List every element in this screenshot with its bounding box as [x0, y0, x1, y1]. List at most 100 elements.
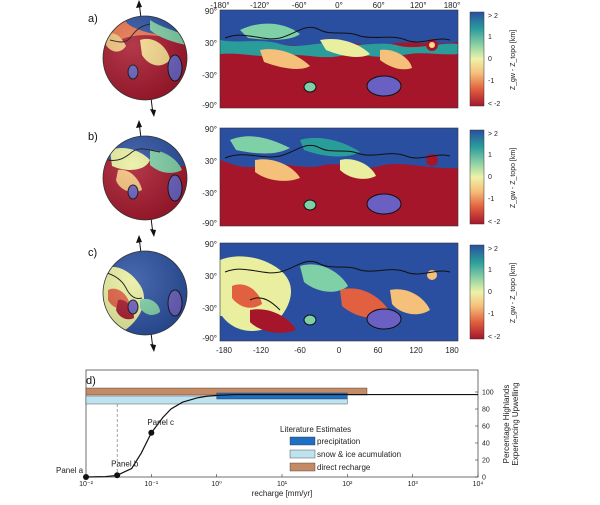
svg-text:120: 120 [409, 346, 423, 355]
svg-text:> 2: > 2 [488, 246, 498, 253]
svg-text:180: 180 [445, 346, 459, 355]
svg-text:0°: 0° [335, 1, 343, 10]
svg-text:-1: -1 [488, 196, 494, 203]
svg-text:-90°: -90° [202, 334, 217, 343]
x-tick-label: 10¹ [277, 481, 288, 488]
y-tick-label: 60 [482, 424, 490, 431]
svg-text:< -2: < -2 [488, 101, 500, 108]
map-c [219, 242, 459, 342]
point-label-panel-c: Panel c [147, 418, 174, 427]
y-tick-label: 20 [482, 458, 490, 465]
svg-text:-30°: -30° [202, 189, 217, 198]
y-tick-label: 40 [482, 441, 490, 448]
colorbar-b: > 2 1 0 -1 < -2 Z_gw - Z_topo [km] [469, 129, 517, 226]
svg-text:60°: 60° [373, 1, 385, 10]
svg-text:120°: 120° [410, 1, 427, 10]
panel-d-legend: Literature Estimates precipitation snow … [280, 425, 401, 472]
svg-text:Z_gw - Z_topo [km]: Z_gw - Z_topo [km] [510, 148, 517, 208]
panel-d-curve [85, 393, 478, 478]
svg-text:1: 1 [488, 152, 492, 159]
svg-text:precipitation: precipitation [317, 437, 360, 446]
svg-text:snow & ice acumulation: snow & ice acumulation [317, 450, 401, 459]
panel-d-points: Panel a Panel b Panel c [56, 418, 174, 480]
svg-text:90°: 90° [205, 240, 217, 249]
panel-d-ylabel-1: Percentage Highlands [502, 385, 511, 464]
globe-c [102, 235, 188, 352]
panel-b-letter: b) [88, 131, 98, 143]
svg-text:-30°: -30° [202, 71, 217, 80]
svg-text:< -2: < -2 [488, 334, 500, 341]
x-tick-label: 10⁻² [79, 481, 93, 488]
x-tick-label: 10⁻¹ [144, 481, 158, 488]
panel-d-y-ticks: 0 20 40 60 80 100 [475, 390, 494, 482]
map-c-lat-ticks: 90° 30° -30° -90° [202, 240, 217, 343]
panel-d-ranges [85, 387, 368, 405]
panel-d-xlabel: recharge [mm/yr] [252, 489, 312, 498]
y-tick-label: 80 [482, 407, 490, 414]
svg-text:> 2: > 2 [488, 13, 498, 20]
svg-text:Z_gw - Z_topo [km]: Z_gw - Z_topo [km] [510, 30, 517, 90]
y-tick-label: 0 [482, 475, 486, 482]
svg-text:-90°: -90° [202, 219, 217, 228]
panel-d-letter: d) [86, 375, 96, 387]
svg-text:-120°: -120° [250, 1, 269, 10]
point-panel-c [148, 429, 155, 436]
svg-text:30°: 30° [205, 39, 217, 48]
x-tick-label: 10³ [408, 481, 419, 488]
globe-b [102, 120, 188, 237]
legend-item-snow-ice: snow & ice acumulation [289, 449, 401, 459]
globe-a [102, 0, 188, 117]
svg-text:< -2: < -2 [488, 219, 500, 226]
point-label-panel-a: Panel a [56, 466, 84, 475]
legend-item-direct-recharge: direct recharge [289, 462, 371, 472]
legend-item-precipitation: precipitation [289, 436, 360, 446]
y-tick-label: 100 [482, 390, 494, 397]
map-c-lon-ticks: -180 -120 -60 0 60 120 180 [216, 346, 459, 355]
svg-text:0: 0 [337, 346, 342, 355]
svg-text:0: 0 [488, 56, 492, 63]
map-b [219, 127, 459, 227]
x-tick-label: 10⁴ [473, 481, 484, 488]
svg-text:-1: -1 [488, 311, 494, 318]
svg-text:Z_gw - Z_topo [km]: Z_gw - Z_topo [km] [510, 263, 517, 323]
map-a [219, 9, 459, 109]
map-b-lat-ticks: 90° 30° -30° -90° [202, 125, 217, 228]
x-tick-label: 10⁰ [211, 480, 222, 488]
svg-text:-90°: -90° [202, 101, 217, 110]
svg-text:direct recharge: direct recharge [317, 463, 371, 472]
svg-text:30°: 30° [205, 272, 217, 281]
point-panel-b [114, 472, 121, 479]
colorbar-c: > 2 1 0 -1 < -2 Z_gw - Z_topo [km] [469, 244, 517, 341]
svg-text:-180: -180 [216, 346, 233, 355]
svg-text:-60°: -60° [292, 1, 307, 10]
svg-text:-60: -60 [294, 346, 306, 355]
panel-d-axes-box [85, 369, 479, 478]
range-bar-precipitation [216, 392, 348, 400]
panel-d-x-ticks: 10⁻² 10⁻¹ 10⁰ 10¹ 10² 10³ 10⁴ [79, 474, 483, 488]
svg-text:90°: 90° [205, 125, 217, 134]
svg-text:-30°: -30° [202, 304, 217, 313]
svg-text:1: 1 [488, 267, 492, 274]
svg-text:1: 1 [488, 34, 492, 41]
svg-text:> 2: > 2 [488, 131, 498, 138]
panel-d-ylabel-2: Experiencing Upwelling [511, 382, 520, 465]
svg-text:-120: -120 [253, 346, 270, 355]
svg-text:90°: 90° [205, 7, 217, 16]
map-a-lat-ticks: 90° 30° -30° -90° [202, 7, 217, 110]
point-label-panel-b: Panel b [111, 459, 139, 468]
panel-c-letter: c) [88, 247, 97, 259]
svg-text:30°: 30° [205, 157, 217, 166]
svg-text:-1: -1 [488, 78, 494, 85]
svg-text:60: 60 [374, 346, 383, 355]
legend-title: Literature Estimates [280, 425, 351, 434]
panel-a-letter: a) [88, 13, 98, 25]
colorbar-a: > 2 1 0 -1 < -2 Z_gw - Z_topo [km] [469, 11, 517, 108]
svg-text:-180°: -180° [210, 1, 229, 10]
svg-text:0: 0 [488, 289, 492, 296]
map-a-lon-ticks: -180° -120° -60° 0° 60° 120° 180° [210, 1, 460, 10]
svg-text:0: 0 [488, 174, 492, 181]
svg-text:180°: 180° [444, 1, 461, 10]
x-tick-label: 10² [342, 481, 353, 488]
